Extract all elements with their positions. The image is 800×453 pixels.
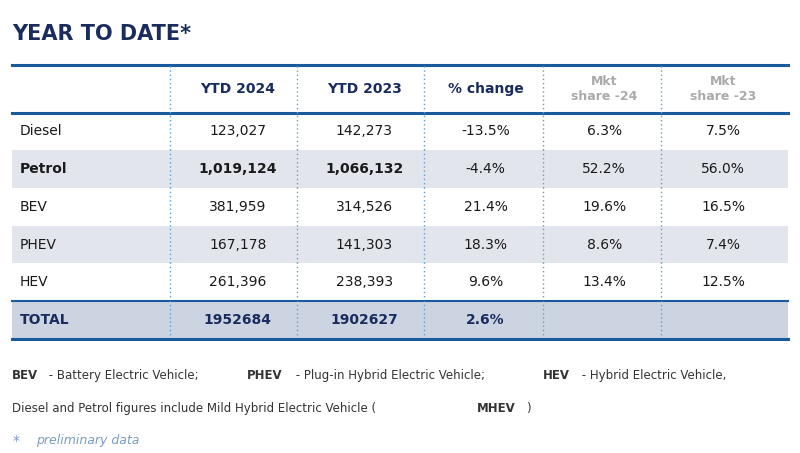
- Text: 21.4%: 21.4%: [463, 200, 507, 214]
- Text: *: *: [12, 434, 19, 448]
- Text: Diesel: Diesel: [20, 125, 62, 138]
- Text: YTD 2024: YTD 2024: [200, 82, 275, 96]
- Text: 141,303: 141,303: [336, 237, 393, 251]
- Text: HEV: HEV: [20, 275, 49, 289]
- Text: Mkt
share -23: Mkt share -23: [690, 75, 756, 103]
- Text: -13.5%: -13.5%: [461, 125, 510, 138]
- Text: 1,019,124: 1,019,124: [198, 162, 277, 176]
- Text: 7.5%: 7.5%: [706, 125, 741, 138]
- Text: YEAR TO DATE*: YEAR TO DATE*: [12, 24, 191, 43]
- Text: Mkt
share -24: Mkt share -24: [571, 75, 638, 103]
- Text: PHEV: PHEV: [246, 369, 282, 382]
- Text: 9.6%: 9.6%: [468, 275, 503, 289]
- Text: 16.5%: 16.5%: [701, 200, 745, 214]
- Text: Diesel and Petrol figures include Mild Hybrid Electric Vehicle (: Diesel and Petrol figures include Mild H…: [12, 402, 376, 414]
- Bar: [12, 150, 788, 188]
- Text: 167,178: 167,178: [209, 237, 266, 251]
- Text: 1902627: 1902627: [330, 313, 398, 327]
- Text: 123,027: 123,027: [210, 125, 266, 138]
- Text: 142,273: 142,273: [336, 125, 393, 138]
- Text: 8.6%: 8.6%: [586, 237, 622, 251]
- Text: BEV: BEV: [12, 369, 38, 382]
- Text: 381,959: 381,959: [209, 200, 266, 214]
- Text: PHEV: PHEV: [20, 237, 57, 251]
- Text: 18.3%: 18.3%: [463, 237, 507, 251]
- Bar: [12, 226, 788, 263]
- Bar: [12, 301, 788, 339]
- Text: - Battery Electric Vehicle;: - Battery Electric Vehicle;: [46, 369, 203, 382]
- Text: MHEV: MHEV: [477, 402, 516, 414]
- Text: 7.4%: 7.4%: [706, 237, 741, 251]
- Text: preliminary data: preliminary data: [36, 434, 139, 447]
- Text: 261,396: 261,396: [209, 275, 266, 289]
- Text: - Hybrid Electric Vehicle,: - Hybrid Electric Vehicle,: [578, 369, 726, 382]
- Text: -4.4%: -4.4%: [466, 162, 506, 176]
- Text: 1,066,132: 1,066,132: [326, 162, 403, 176]
- Text: ): ): [526, 402, 531, 414]
- Text: 238,393: 238,393: [336, 275, 393, 289]
- Text: BEV: BEV: [20, 200, 48, 214]
- Text: 19.6%: 19.6%: [582, 200, 626, 214]
- Text: - Plug-in Hybrid Electric Vehicle;: - Plug-in Hybrid Electric Vehicle;: [292, 369, 489, 382]
- Text: YTD 2023: YTD 2023: [327, 82, 402, 96]
- Text: % change: % change: [448, 82, 523, 96]
- Text: 1952684: 1952684: [204, 313, 272, 327]
- Text: TOTAL: TOTAL: [20, 313, 70, 327]
- Text: 12.5%: 12.5%: [701, 275, 745, 289]
- Text: 52.2%: 52.2%: [582, 162, 626, 176]
- Text: Petrol: Petrol: [20, 162, 67, 176]
- Text: 2.6%: 2.6%: [466, 313, 505, 327]
- Text: 13.4%: 13.4%: [582, 275, 626, 289]
- Text: 56.0%: 56.0%: [701, 162, 745, 176]
- Text: 314,526: 314,526: [336, 200, 393, 214]
- Text: HEV: HEV: [543, 369, 570, 382]
- Text: 6.3%: 6.3%: [586, 125, 622, 138]
